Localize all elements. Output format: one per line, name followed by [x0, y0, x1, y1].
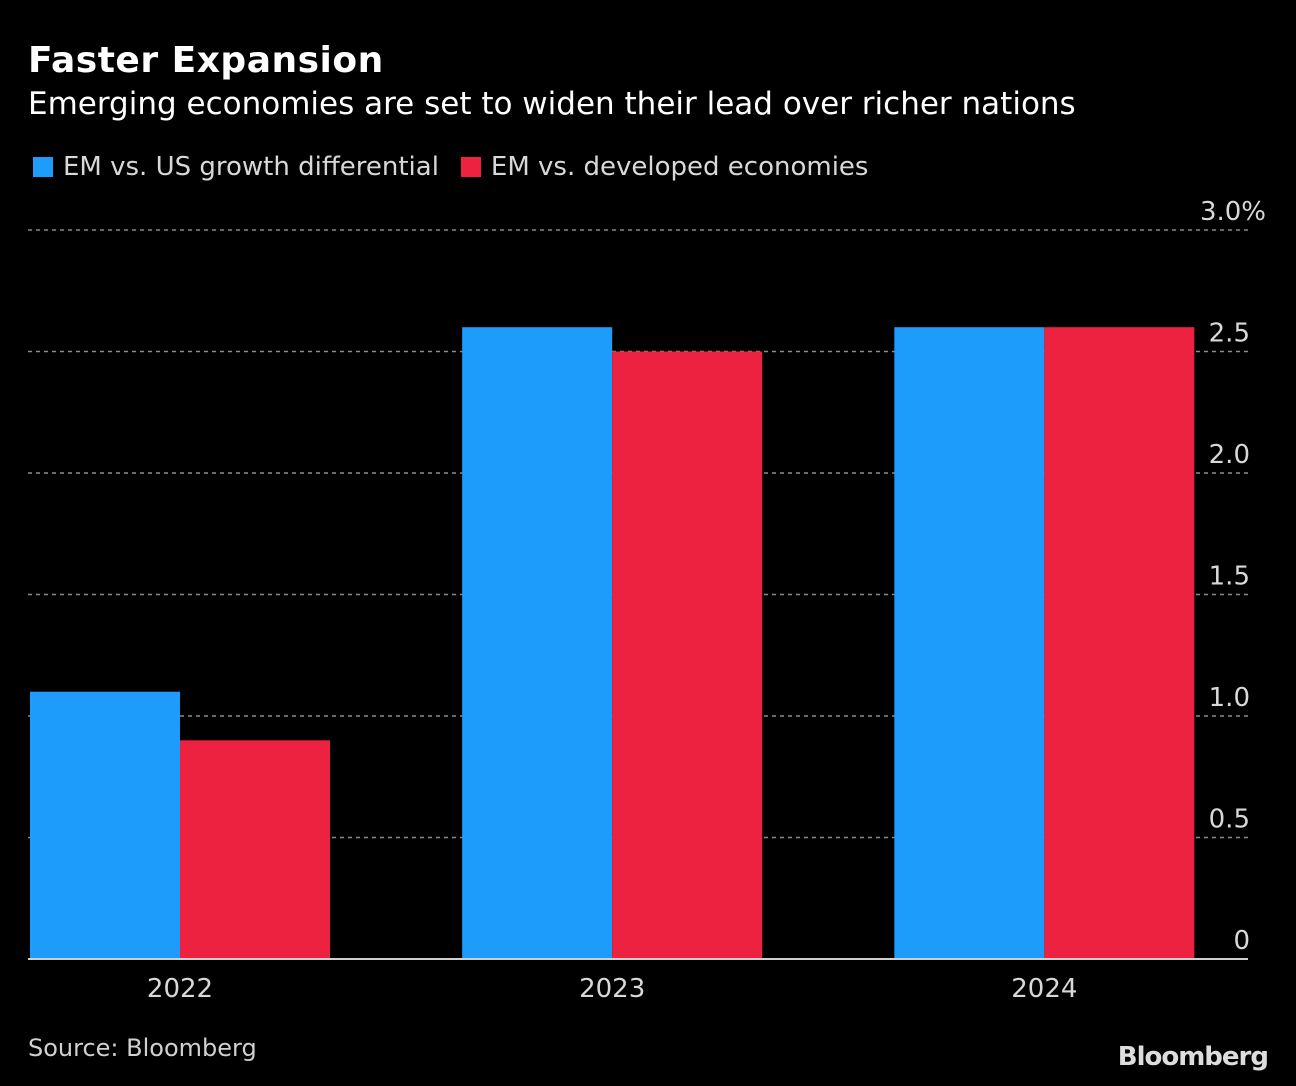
legend-swatch-us	[33, 157, 53, 177]
legend-item-developed: EM vs. developed economies	[460, 152, 869, 182]
x-tick-label: 2024	[1011, 974, 1077, 1004]
bar-2022-series-1	[180, 740, 330, 959]
bar-2024-series-1	[1044, 327, 1195, 959]
y-tick-label: 0.5	[1209, 805, 1250, 835]
chart-subtitle: Emerging economies are set to widen thei…	[28, 86, 1076, 122]
y-tick-label: 2.5	[1209, 319, 1250, 349]
y-tick-label: 3.0%	[1200, 197, 1266, 227]
legend-swatch-developed	[460, 157, 481, 177]
y-tick-label: 1.0	[1209, 683, 1250, 713]
y-tick-label: 2.0	[1209, 440, 1250, 470]
bloomberg-logo: Bloomberg	[1117, 1042, 1269, 1072]
legend: EM vs. US growth differential EM vs. dev…	[33, 152, 890, 182]
y-tick-label: 1.5	[1209, 562, 1250, 592]
legend-label-developed: EM vs. developed economies	[490, 152, 869, 182]
y-tick-label: 0	[1233, 926, 1250, 956]
chart-title: Faster Expansion	[28, 40, 384, 81]
bar-2023-series-1	[612, 351, 763, 959]
legend-label-us: EM vs. US growth differential	[63, 152, 439, 182]
bar-2024-series-0	[894, 327, 1045, 959]
legend-item-us: EM vs. US growth differential	[33, 152, 439, 182]
source-note: Source: Bloomberg	[28, 1034, 257, 1062]
x-tick-label: 2022	[147, 974, 213, 1004]
bar-2023-series-0	[462, 327, 613, 959]
x-tick-label: 2023	[579, 974, 645, 1004]
bar-2022-series-0	[30, 691, 180, 959]
